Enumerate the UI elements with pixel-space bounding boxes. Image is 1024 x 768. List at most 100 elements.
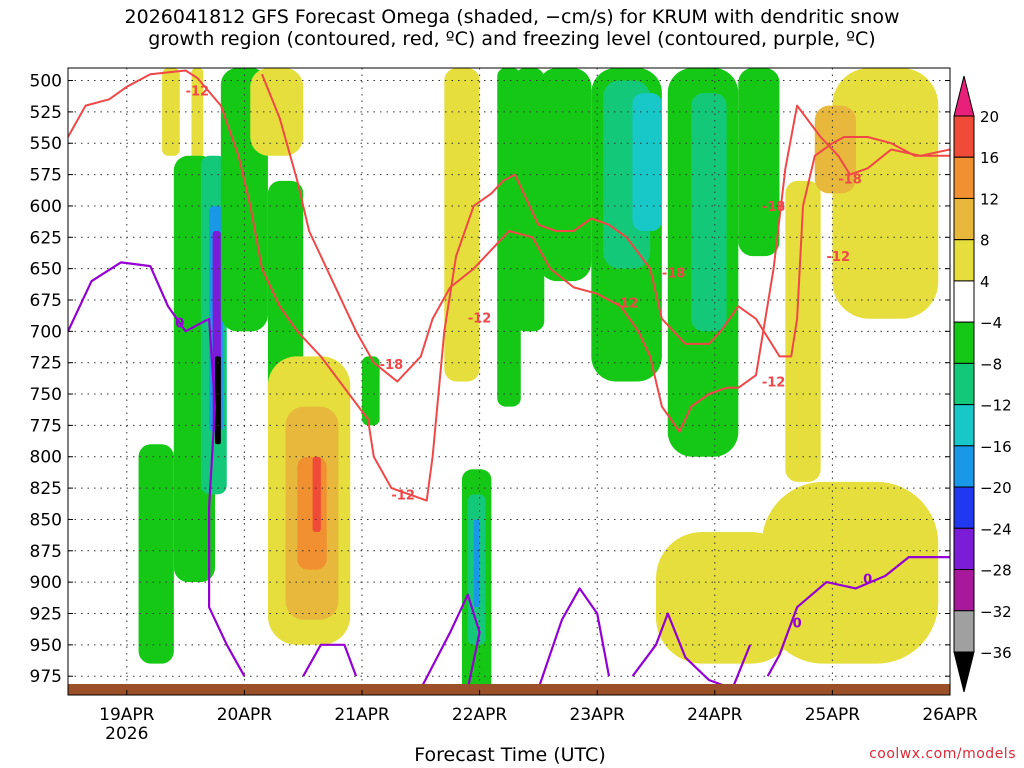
omega-region	[473, 519, 480, 608]
x-year-label: 2026	[105, 724, 148, 744]
colorbar-bin	[953, 115, 975, 158]
y-tick-label: 700	[30, 322, 62, 342]
x-tick-label: 26APR	[922, 705, 978, 725]
colorbar-label: −4	[980, 314, 1002, 332]
axes: 500 525 550 575 600 625 650 675 700 725 750 775 800 8…	[30, 72, 978, 744]
omega-shading	[138, 68, 939, 695]
chart-title: 2026041812 GFS Forecast Omega (shaded, −…	[124, 6, 900, 50]
colorbar-label: 8	[980, 232, 990, 250]
y-tick-label: 625	[30, 228, 62, 248]
colorbar-bin	[953, 569, 975, 612]
y-tick-label: 675	[30, 291, 62, 311]
contours: 000-12-12-12-12-12-12-18-18-18-18	[68, 69, 950, 690]
dendritic-contour-label: -18	[762, 200, 786, 215]
y-tick-label: 650	[30, 260, 62, 280]
colorbar-label: −8	[980, 355, 1002, 373]
dendritic-contour-label: -12	[762, 376, 786, 391]
omega-region	[761, 481, 939, 664]
colorbar-label: −28	[980, 562, 1012, 580]
colorbar-bin	[953, 156, 975, 199]
y-tick-label: 975	[30, 667, 62, 687]
colorbar-bin	[953, 280, 975, 323]
colorbar-bin	[953, 321, 975, 364]
y-tick-label: 575	[30, 166, 62, 186]
x-tick-label: 21APR	[334, 705, 390, 725]
freezing-level-label: 0	[175, 317, 184, 332]
y-tick-label: 925	[30, 604, 62, 624]
x-tick-label: 19APR	[99, 705, 155, 725]
terrain-layer	[68, 684, 950, 695]
freezing-level-line	[302, 643, 358, 677]
omega-region	[215, 356, 221, 445]
omega-region	[362, 356, 380, 426]
colorbar-bin	[953, 445, 975, 488]
freezing-level-line	[766, 556, 950, 677]
y-tick-label: 500	[30, 72, 62, 92]
freezing-level-line	[537, 587, 611, 690]
colorbar-bin	[953, 610, 975, 653]
y-tick-label: 950	[30, 636, 62, 656]
x-tick-label: 25APR	[805, 705, 861, 725]
dendritic-contour-label: -12	[468, 312, 492, 327]
omega-region	[444, 68, 480, 382]
colorbar-bin	[953, 239, 975, 282]
x-tick-label: 22APR	[452, 705, 508, 725]
omega-region	[656, 531, 798, 664]
dendritic-contour-label: -18	[380, 358, 404, 373]
plot-frame	[67, 67, 951, 696]
y-tick-label: 550	[30, 134, 62, 154]
omega-region	[832, 68, 939, 319]
omega-region	[514, 68, 545, 332]
y-tick-label: 875	[30, 542, 62, 562]
freezing-level-line	[419, 593, 481, 690]
y-tick-label: 525	[30, 103, 62, 123]
dendritic-contour-label: -12	[827, 250, 851, 265]
y-tick-label: 900	[30, 573, 62, 593]
colorbar-label: −16	[980, 438, 1012, 456]
omega-region	[738, 68, 780, 257]
freezing-level-label: 0	[863, 572, 872, 587]
credit-label: coolwx.com/models	[869, 746, 1016, 762]
x-tick-label: 20APR	[217, 705, 273, 725]
omega-region	[138, 444, 174, 664]
omega-region	[538, 68, 592, 282]
terrain-band	[68, 684, 950, 695]
y-tick-label: 800	[30, 448, 62, 468]
colorbar-bottom-arrow	[953, 651, 975, 693]
colorbar: 20 16 12 8 4 −4 −8 −12 −16 −20 −24 −28 −32 −36	[953, 75, 1012, 693]
dendritic-contour-label: -12	[391, 488, 415, 503]
dendritic-contour-label: -12	[186, 85, 210, 100]
y-tick-label: 725	[30, 354, 62, 374]
colorbar-label: 16	[980, 149, 999, 167]
y-tick-label: 850	[30, 510, 62, 530]
colorbar-label: 12	[980, 190, 999, 208]
omega-region	[632, 93, 662, 232]
colorbar-label: −24	[980, 520, 1012, 538]
y-tick-label: 600	[30, 197, 62, 217]
colorbar-bin	[953, 404, 975, 447]
colorbar-bin	[953, 527, 975, 571]
omega-region	[691, 93, 727, 332]
x-tick-label: 24APR	[687, 705, 743, 725]
dendritic-contour-line	[68, 69, 950, 502]
colorbar-label: −36	[980, 644, 1012, 662]
omega-region	[814, 105, 856, 194]
colorbar-bin	[953, 362, 975, 406]
freezing-level-label: 0	[793, 616, 802, 631]
omega-region	[162, 68, 180, 156]
freezing-level-line	[68, 261, 246, 677]
dendritic-contour-line	[261, 73, 950, 433]
colorbar-label: −12	[980, 397, 1012, 415]
colorbar-top-arrow	[953, 75, 975, 117]
colorbar-label: −32	[980, 603, 1012, 621]
omega-region	[312, 456, 321, 532]
colorbar-bin	[953, 486, 975, 529]
omega-region	[297, 456, 327, 570]
colorbar-label: 4	[980, 273, 990, 291]
colorbar-bin	[953, 197, 975, 241]
colorbar-label: 20	[980, 108, 999, 126]
colorbar-label: −20	[980, 479, 1012, 497]
dendritic-contour-label: -18	[662, 266, 686, 281]
dendritic-contour-label: -18	[838, 172, 862, 187]
x-tick-label: 23APR	[570, 705, 626, 725]
